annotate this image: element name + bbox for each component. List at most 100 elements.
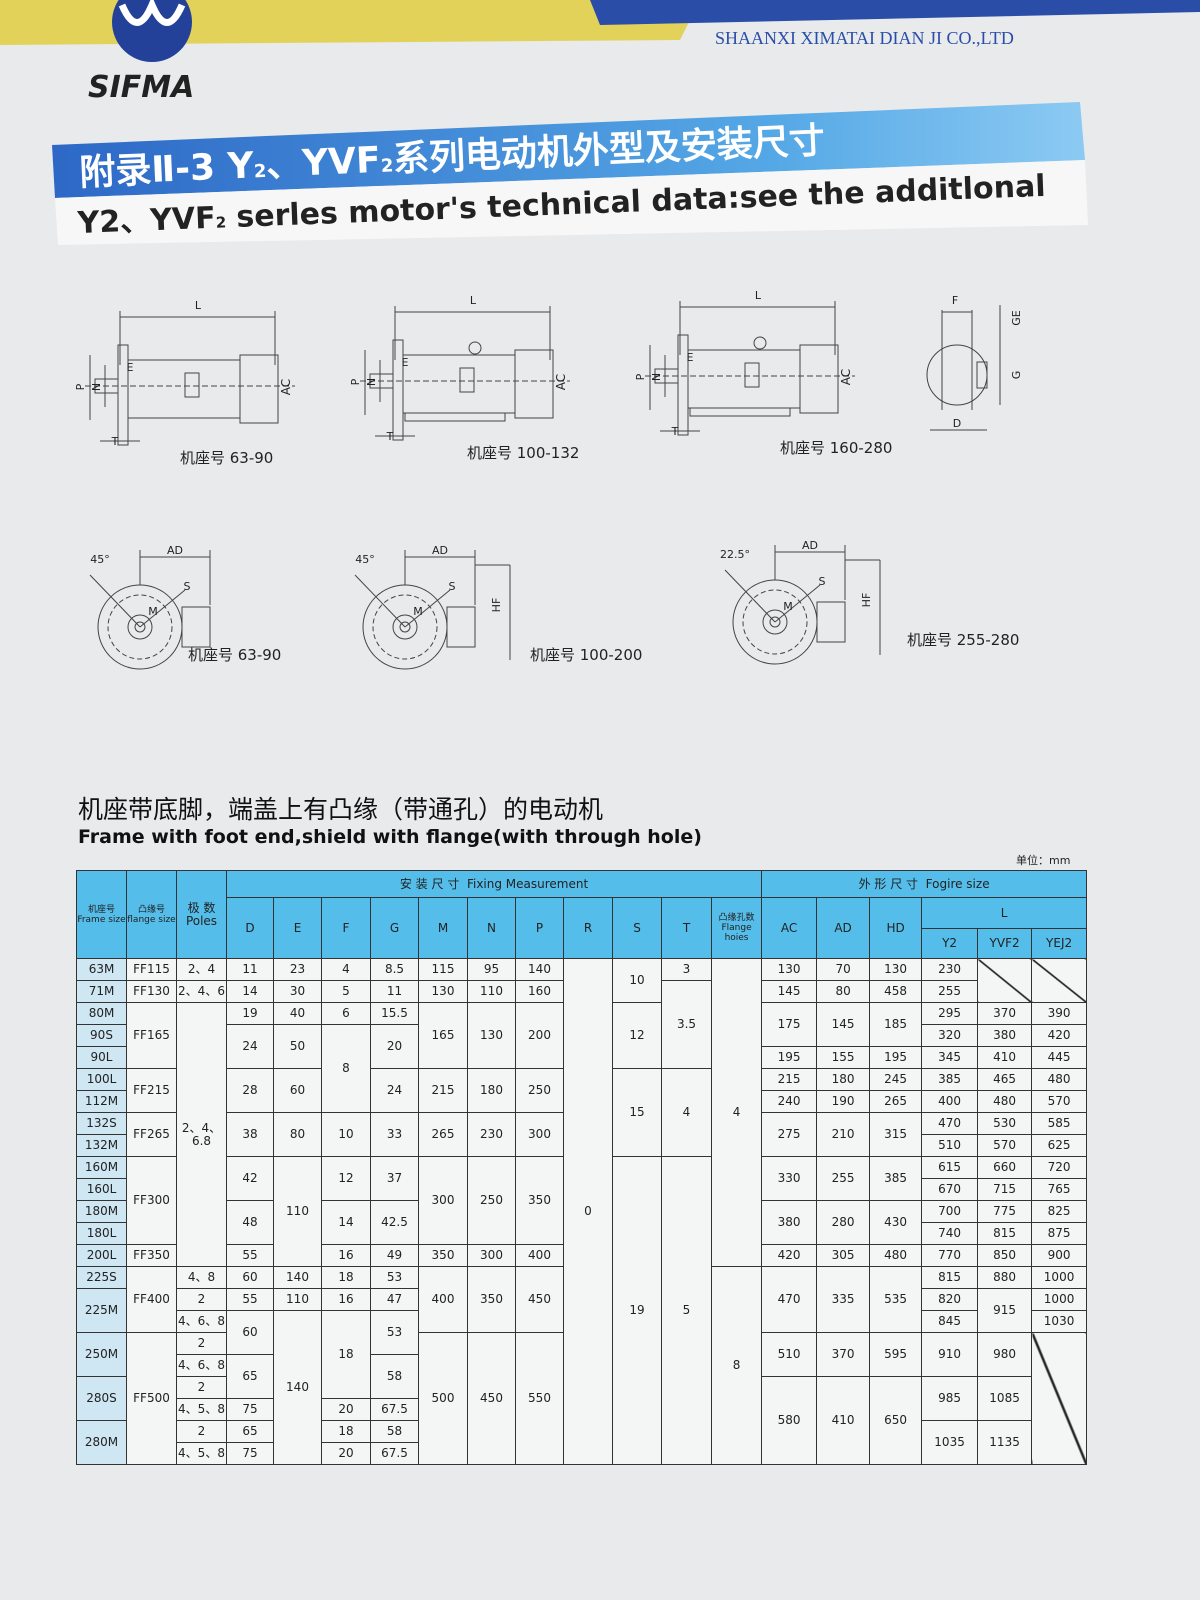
table-cell: 250M (76, 1332, 127, 1377)
header-cell: Y2 (921, 928, 979, 959)
table-cell: 430 (869, 1200, 923, 1245)
table-cell: 63M (76, 958, 127, 981)
table-cell: 225S (76, 1266, 127, 1289)
table-cell: 75 (226, 1398, 274, 1421)
table-cell: 300 (418, 1156, 468, 1245)
header-cell: D (226, 897, 274, 959)
table-cell: 740 (921, 1222, 979, 1245)
table-cell: 3.5 (661, 980, 712, 1069)
table-cell: 230 (921, 958, 979, 981)
drawing-label: L (755, 289, 762, 302)
table-row: 280S 2 580 410 650 985 1085 (76, 1376, 1087, 1465)
table-cell: 300 (467, 1244, 516, 1267)
table-row: 90L 195 155 195 345 410 445 (76, 1046, 1088, 1069)
table-cell: 30 (273, 980, 322, 1003)
table-cell: 14 (226, 980, 274, 1003)
table-cell: 445 (1031, 1046, 1088, 1069)
empty-cell (1031, 1332, 1088, 1465)
table-cell: 390 (1031, 1002, 1088, 1025)
table-row: 280M 2 65 18 58 1035 1135 (76, 1420, 1087, 1465)
table-cell: 615 (921, 1156, 979, 1179)
drawing-label: HF (490, 598, 503, 613)
drawing-label: T (386, 430, 394, 443)
drawing-label: T (671, 425, 679, 438)
header-cell: 机座号 Frame size (76, 870, 127, 959)
table-cell: 55 (226, 1288, 274, 1311)
table-cell: 470 (761, 1266, 818, 1333)
table-cell: 58 (370, 1420, 419, 1443)
table-cell: 1000 (1031, 1266, 1088, 1289)
table-cell: 4、6、8 (176, 1310, 227, 1333)
drawing-shape (127, 359, 241, 419)
table-cell: 255 (921, 980, 979, 1003)
table-cell: 6 (321, 1002, 371, 1025)
header-text: 凸缘号 (137, 904, 165, 915)
drawing-label: S (449, 580, 456, 593)
table-cell: 880 (977, 1266, 1033, 1289)
drawing-shape (799, 344, 839, 414)
table-cell: 2、4 (176, 958, 227, 981)
drawing-label: 22.5° (720, 548, 750, 561)
company-name: SHAANXI XIMATAI DIAN JI CO.,LTD (715, 28, 1014, 48)
drawing-caption: 机座号 100-200 (530, 646, 642, 664)
table-cell: 180M (76, 1200, 127, 1223)
logo-text: SIFMA (88, 70, 194, 105)
table-cell: 650 (869, 1376, 923, 1465)
drawing-shape (514, 349, 554, 419)
table-cell: 1000 (1031, 1288, 1088, 1311)
empty-cell (977, 958, 1033, 1003)
table-cell: 12 (612, 1002, 662, 1069)
table-cell: 55 (226, 1244, 274, 1267)
table-cell: 820 (921, 1288, 979, 1311)
table-cell: 450 (467, 1332, 516, 1465)
table-cell: 185 (869, 1002, 923, 1047)
header-text: Fixing Measurement (466, 876, 589, 891)
table-cell: 4 (321, 958, 371, 981)
table-body: 63M FF115 2、4 11 23 4 8.5 115 95 140 0 10 3 4 130 70 130… (76, 958, 1088, 1465)
table-cell: 50 (273, 1024, 322, 1069)
drawing-label: G (1010, 371, 1023, 380)
drawing-label: AC (279, 379, 293, 395)
table-cell: 23 (273, 958, 322, 981)
table-cell: 845 (921, 1310, 979, 1333)
table-cell: 115 (418, 958, 468, 981)
header-cell: AD (816, 897, 871, 959)
drawing-shape (762, 609, 788, 635)
table-cell: 130 (761, 958, 818, 981)
table-cell: 1085 (977, 1376, 1033, 1421)
drawing-caption: 机座号 63-90 (180, 449, 273, 467)
table-cell: 815 (977, 1222, 1033, 1245)
drawing-line (354, 574, 406, 628)
table-cell: 1135 (977, 1420, 1033, 1465)
header-text: 外 形 尺 寸 (858, 876, 919, 891)
table-cell: 53 (370, 1266, 419, 1289)
table-cell: 400 (921, 1090, 979, 1113)
header-cell: YVF2 (977, 928, 1033, 959)
table-cell: 65 (226, 1420, 274, 1443)
table-cell: 58 (370, 1354, 419, 1399)
drawing-line (139, 589, 186, 628)
logo-wave (118, 0, 186, 26)
table-cell: 11 (370, 980, 419, 1003)
table-cell: 42 (226, 1156, 274, 1201)
drawing-shape (926, 344, 988, 406)
drawing-caption: 机座号 100-132 (467, 444, 579, 462)
table-cell: 985 (921, 1376, 979, 1421)
table-cell: 12 (321, 1156, 371, 1201)
table-cell: 49 (370, 1244, 419, 1267)
table-cell: 595 (869, 1332, 923, 1377)
table-cell: 15 (612, 1068, 662, 1157)
drawing-label: AC (839, 369, 853, 385)
table-cell: 155 (816, 1046, 871, 1069)
table-cell: 410 (977, 1046, 1033, 1069)
table-cell: 130 (467, 1002, 516, 1069)
drawing-label: GE (1010, 310, 1023, 326)
table-cell: FF130 (126, 980, 177, 1003)
table-cell: 24 (370, 1068, 419, 1113)
table-cell: 770 (921, 1244, 979, 1267)
table-cell: 4 (661, 1068, 712, 1157)
header-cell: L (921, 897, 1088, 929)
table-cell: 480 (1031, 1068, 1088, 1091)
table-cell: 265 (418, 1112, 468, 1157)
table-row: 112M 240 190 265 400 480 570 (76, 1090, 1088, 1113)
